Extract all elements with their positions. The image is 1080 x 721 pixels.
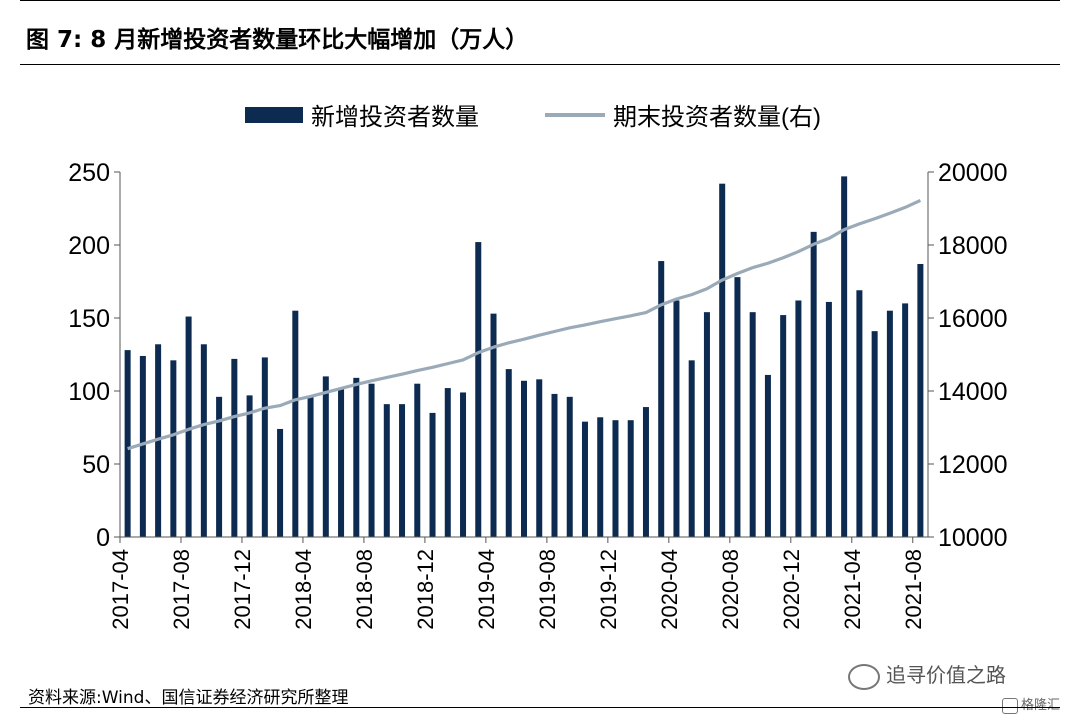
bar-2019-08	[551, 393, 558, 537]
axes: 0 50 100 150 200 250 10000 12000 14000 16000 18000…	[68, 159, 1007, 630]
left-tick-label-0: 0	[96, 524, 110, 552]
bar-2019-07	[536, 379, 543, 537]
bar-2018-02	[277, 428, 284, 537]
bar-2019-12	[612, 420, 619, 537]
chart: 新增投资者数量 期末投资者数量(右) 0 50 100 150 200 250 10000 12…	[68, 104, 1007, 630]
legend-line-label: 期末投资者数量(右)	[613, 104, 821, 131]
bar-2020-10	[764, 374, 771, 537]
bar-2020-09	[749, 312, 756, 537]
right-tick-label-12000: 12000	[938, 451, 1008, 479]
bar-2020-07	[719, 183, 726, 537]
x-tick-label-2019-08: 2019-08	[535, 549, 560, 630]
x-tick-label-2021-08: 2021-08	[901, 549, 926, 630]
bar-2017-10	[216, 396, 223, 537]
bar-2017-12	[246, 395, 253, 537]
x-tick-label-2020-12: 2020-12	[779, 549, 804, 630]
bar-2021-04	[856, 290, 863, 537]
bar-2021-05	[871, 331, 878, 537]
x-tick-label-2019-04: 2019-04	[474, 549, 499, 630]
wechat-icon	[848, 663, 880, 690]
right-tick-label-14000: 14000	[938, 378, 1008, 406]
right-tick-label-18000: 18000	[938, 232, 1008, 260]
left-tick-label-150: 150	[68, 305, 110, 333]
legend: 新增投资者数量 期末投资者数量(右)	[245, 104, 821, 131]
left-tick-label-250: 250	[68, 159, 110, 187]
x-tick-label-2019-12: 2019-12	[596, 549, 621, 630]
bar-2019-11	[597, 417, 604, 537]
bottom-rule	[20, 707, 1060, 708]
bar-2017-11	[231, 358, 238, 537]
bar-series	[124, 176, 924, 538]
x-tick-label-2017-12: 2017-12	[230, 549, 255, 630]
x-tick-label-2020-08: 2020-08	[718, 549, 743, 630]
figure-title: 图 7: 8 月新增投资者数量环比大幅增加（万人）	[26, 27, 529, 53]
badge: 格隆汇	[1002, 694, 1060, 714]
bar-2020-04	[673, 300, 680, 537]
bar-2020-01	[627, 420, 634, 537]
left-tick-label-100: 100	[68, 378, 110, 406]
bar-2018-01	[261, 357, 268, 537]
bar-2019-06	[521, 380, 527, 537]
watermark-text: 追寻价值之路	[886, 663, 1006, 687]
bar-2017-07	[170, 360, 177, 537]
bar-2018-11	[414, 383, 421, 537]
line-series	[127, 199, 922, 451]
title-bar: 图 7: 8 月新增投资者数量环比大幅增加（万人）	[20, 12, 1060, 54]
gelonghui-icon	[1002, 697, 1018, 714]
bar-2018-03	[292, 310, 299, 537]
bar-2021-07	[902, 303, 909, 537]
x-tick-label-2018-12: 2018-12	[413, 549, 438, 630]
bar-2017-08	[185, 316, 192, 537]
line-series-path	[127, 199, 922, 451]
source-note: 资料来源:Wind、国信证券经济研究所整理	[28, 688, 349, 708]
bar-2020-02	[642, 407, 649, 537]
bar-2021-03	[841, 176, 848, 537]
bar-2018-12	[429, 412, 436, 537]
left-tick-label-200: 200	[68, 232, 110, 260]
bar-2020-08	[734, 277, 741, 537]
bar-2020-11	[780, 315, 787, 537]
left-tick-label-50: 50	[82, 451, 110, 479]
bar-2018-06	[338, 388, 345, 537]
x-tick-label-2018-08: 2018-08	[352, 549, 377, 630]
x-tick-label-2017-08: 2017-08	[169, 549, 194, 630]
right-tick-label-10000: 10000	[938, 524, 1008, 552]
bar-2020-05	[688, 360, 695, 537]
x-tick-label-2017-04: 2017-04	[108, 549, 133, 630]
x-tick-label-2020-04: 2020-04	[657, 549, 682, 630]
right-tick-label-20000: 20000	[938, 159, 1008, 187]
x-tick-label-2018-04: 2018-04	[291, 549, 316, 630]
bar-2021-01	[810, 231, 817, 538]
bar-2019-10	[581, 421, 588, 537]
bar-2021-06	[886, 310, 893, 537]
bar-2018-07	[353, 377, 360, 537]
bar-2017-04	[124, 350, 131, 537]
bar-2020-12	[795, 300, 802, 537]
right-tick-label-16000: 16000	[938, 305, 1008, 333]
bar-2021-02	[825, 301, 832, 537]
bar-2017-05	[139, 355, 146, 537]
bar-2018-05	[322, 376, 329, 537]
bar-2019-04	[490, 313, 497, 537]
bar-2018-08	[368, 383, 375, 537]
bar-2021-08	[917, 263, 924, 537]
bar-2020-06	[703, 312, 710, 537]
bar-2017-09	[200, 344, 207, 537]
badge-text: 格隆汇	[1021, 698, 1061, 713]
legend-bar-label: 新增投资者数量	[311, 104, 479, 131]
title-rule	[20, 64, 1060, 65]
bar-2018-09	[383, 404, 390, 537]
bar-2019-01	[444, 388, 451, 537]
bar-2019-02	[460, 392, 467, 537]
bar-2018-10	[399, 404, 406, 537]
x-tick-label-2021-04: 2021-04	[840, 549, 865, 630]
bar-2019-05	[505, 369, 512, 537]
bar-2019-09	[566, 396, 573, 537]
bar-2020-03	[658, 261, 665, 537]
bar-2019-03	[475, 242, 482, 537]
watermark: 追寻价值之路	[848, 659, 1006, 690]
legend-bar-swatch	[245, 107, 303, 123]
top-rule	[20, 0, 1060, 1]
bar-2018-04	[307, 396, 314, 537]
